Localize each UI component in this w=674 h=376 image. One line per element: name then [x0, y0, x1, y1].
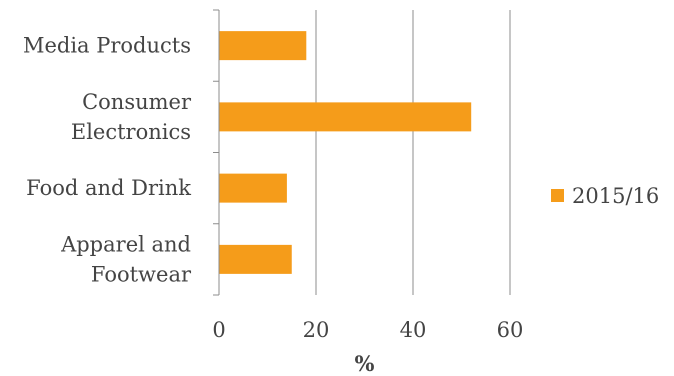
x-tick-label: 60: [497, 318, 524, 342]
x-tick-label: 0: [212, 318, 225, 342]
bar: [219, 102, 472, 132]
bars: [219, 31, 472, 274]
category-label: Food and Drink: [26, 176, 191, 200]
x-axis-title: %: [355, 351, 375, 376]
x-tick-label: 20: [303, 318, 330, 342]
gridlines: [315, 10, 511, 295]
axes: [213, 9, 220, 296]
category-label: Consumer Electronics: [71, 90, 192, 144]
bar: [219, 173, 287, 203]
bar: [219, 31, 307, 61]
legend-label: 2015/16: [572, 184, 659, 208]
legend-swatch: [551, 189, 564, 202]
x-tick-labels: 0 20 40 60: [212, 318, 523, 342]
category-label: Apparel and Footwear: [60, 232, 192, 286]
legend: 2015/16: [551, 184, 659, 208]
x-tick-label: 40: [400, 318, 427, 342]
category-labels: Media Products Consumer Electronics Food an…: [23, 34, 192, 287]
category-label: Media Products: [23, 34, 191, 58]
bar: [219, 244, 292, 274]
